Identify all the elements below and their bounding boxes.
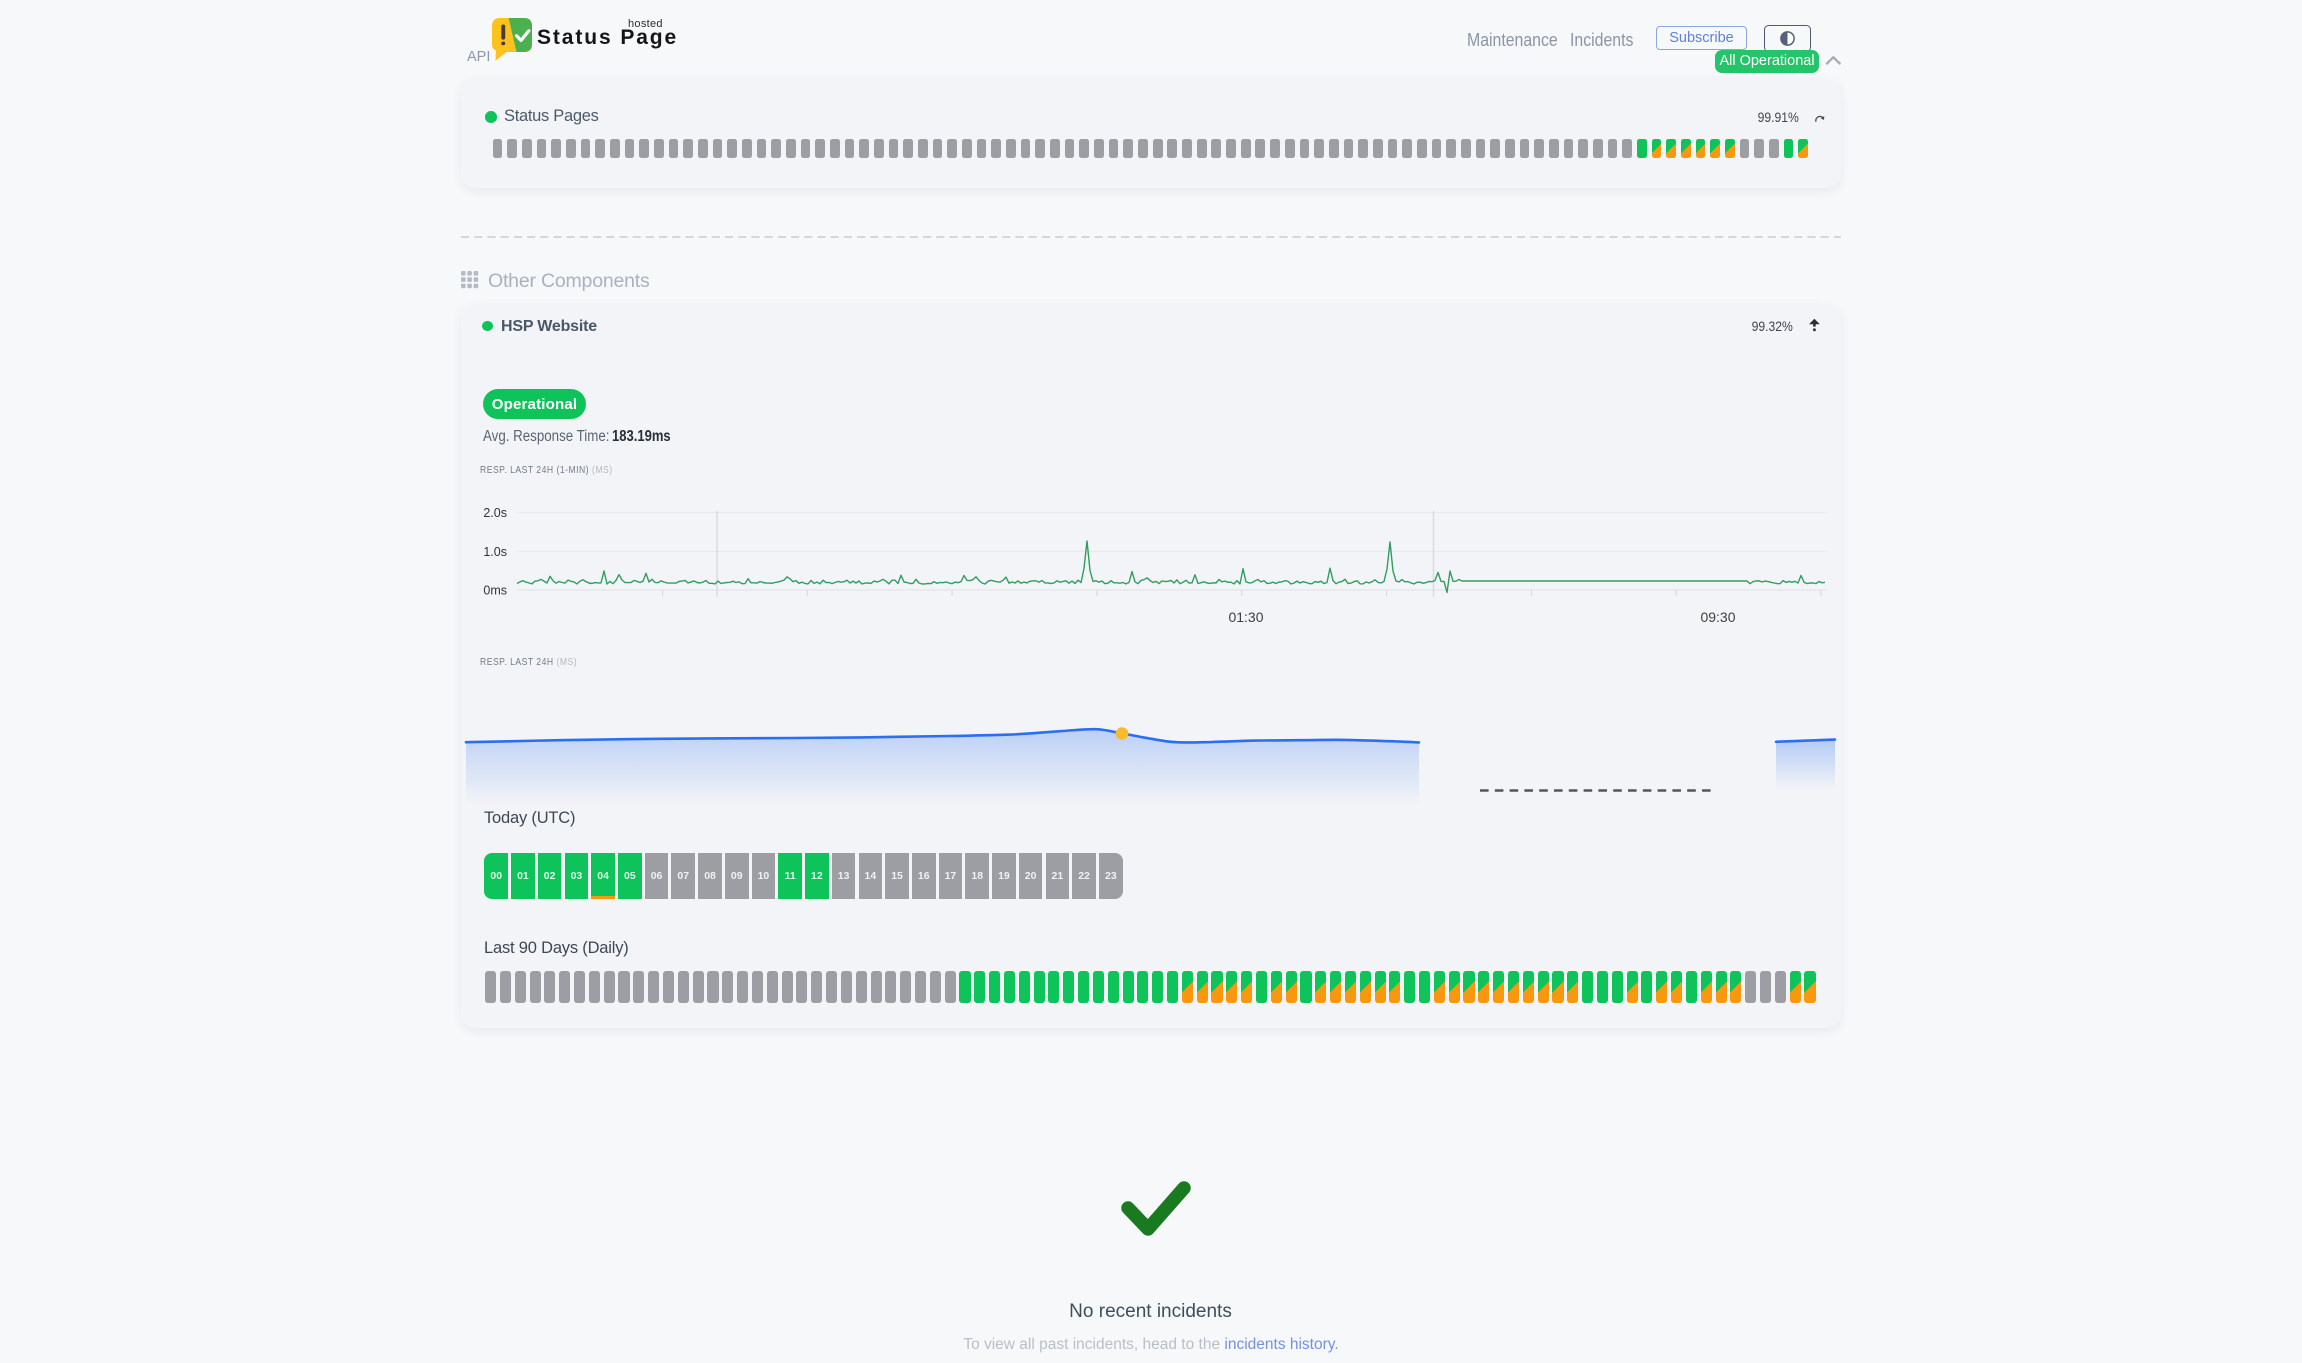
svg-text:01:30: 01:30 — [1228, 609, 1263, 625]
svg-text:2.0s: 2.0s — [483, 506, 507, 520]
svg-text:0ms: 0ms — [483, 584, 507, 598]
svg-text:1.0s: 1.0s — [483, 545, 507, 559]
svg-text:09:30: 09:30 — [1700, 609, 1735, 625]
